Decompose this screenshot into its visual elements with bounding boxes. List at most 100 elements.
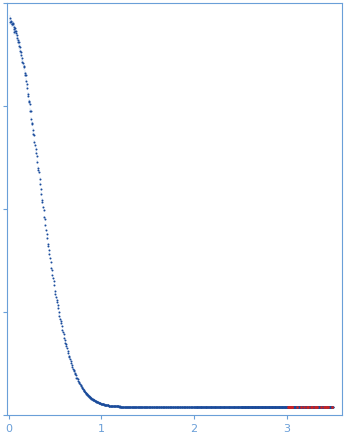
Point [144,403,150,410]
Point [159,403,164,410]
Point [270,404,275,411]
Point [274,404,280,411]
Point [206,403,211,410]
Point [236,403,241,410]
Point [242,403,247,410]
Point [229,404,235,411]
Point [80,386,86,393]
Point [297,404,303,411]
Point [272,404,277,411]
Point [148,403,154,410]
Point [278,404,284,411]
Point [321,404,326,411]
Point [146,403,152,410]
Point [302,404,307,411]
Point [88,394,93,401]
Point [132,403,137,410]
Point [247,404,253,411]
Point [314,404,320,411]
Point [285,404,290,411]
Point [52,290,58,297]
Point [295,404,301,411]
Point [148,403,153,410]
Point [119,403,125,410]
Point [125,403,130,410]
Point [326,404,332,411]
Point [47,255,53,262]
Point [171,403,176,410]
Point [287,404,293,411]
Point [58,318,63,325]
Point [223,404,228,411]
Point [261,404,267,411]
Point [315,404,321,411]
Point [305,404,311,411]
Point [282,404,287,411]
Point [22,71,28,78]
Point [295,404,300,411]
Point [260,404,266,411]
Point [326,404,332,411]
Point [254,404,260,411]
Point [227,403,232,410]
Point [265,404,270,411]
Point [299,404,305,411]
Point [112,402,117,409]
Point [293,404,298,411]
Point [234,403,239,410]
Point [85,392,91,399]
Point [22,69,27,76]
Point [89,395,95,402]
Point [60,326,65,333]
Point [305,404,310,411]
Point [65,347,70,354]
Point [98,400,104,407]
Point [127,403,133,410]
Point [92,397,97,404]
Point [290,404,296,411]
Point [90,396,96,403]
Point [15,36,21,43]
Point [177,403,183,410]
Point [215,403,220,410]
Point [104,402,109,409]
Point [323,404,329,411]
Point [96,399,101,406]
Point [313,404,319,411]
Point [44,231,49,238]
Point [90,396,95,403]
Point [264,404,269,411]
Point [286,404,292,411]
Point [148,403,154,410]
Point [164,403,169,410]
Point [289,403,294,410]
Point [143,403,149,410]
Point [192,403,198,410]
Point [166,403,171,410]
Point [330,404,335,411]
Point [327,404,333,411]
Point [329,404,334,411]
Point [307,404,312,411]
Point [228,403,234,410]
Point [186,403,191,410]
Point [285,404,291,411]
Point [204,403,209,410]
Point [284,404,289,411]
Point [285,404,291,411]
Point [278,404,283,411]
Point [271,404,277,411]
Point [17,43,23,50]
Point [309,404,314,411]
Point [122,403,128,410]
Point [71,368,77,375]
Point [154,403,159,410]
Point [33,146,38,153]
Point [313,404,318,411]
Point [312,404,318,411]
Point [27,97,32,104]
Point [254,403,260,410]
Point [19,55,25,62]
Point [253,404,258,411]
Point [116,403,121,410]
